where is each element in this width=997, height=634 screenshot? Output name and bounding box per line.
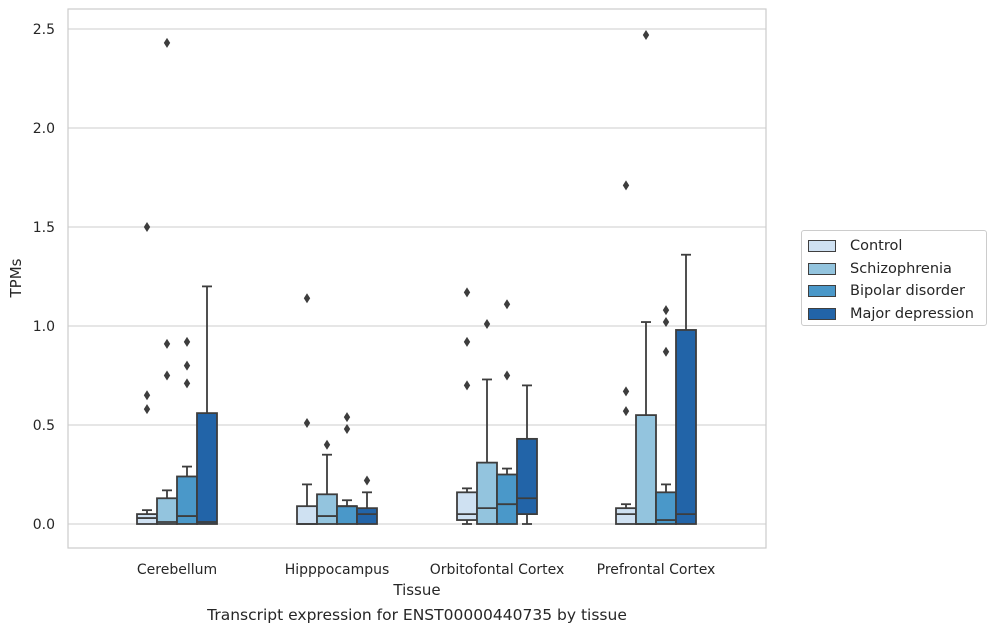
- y-tick-label: 2.0: [33, 121, 55, 137]
- outlier-point: [343, 412, 351, 423]
- outlier-point: [463, 336, 471, 347]
- box-iqr: [336, 505, 358, 525]
- outlier-point: [323, 439, 331, 450]
- box-iqr: [675, 329, 697, 525]
- outlier-point: [463, 287, 471, 298]
- box-0-2: [456, 287, 478, 525]
- box-0-1: [296, 293, 318, 525]
- box-3-2: [516, 384, 538, 525]
- x-tick-label: Orbitofontal Cortex: [430, 562, 565, 578]
- box-1-3: [635, 29, 657, 525]
- outlier-point: [163, 338, 171, 349]
- box-iqr: [516, 437, 538, 515]
- box-iqr: [356, 507, 378, 525]
- y-tick-label: 1.0: [33, 319, 55, 335]
- box-iqr: [296, 505, 318, 525]
- legend-swatch: [808, 307, 836, 320]
- outlier-point: [503, 299, 511, 310]
- box-iqr: [196, 412, 218, 525]
- y-tick-label: 0.0: [33, 517, 55, 533]
- outlier-point: [183, 360, 191, 371]
- outlier-point: [143, 404, 151, 415]
- y-tick-label: 1.5: [33, 220, 55, 236]
- legend: Control Schizophrenia Bipolar disorder Majo…: [801, 230, 987, 326]
- outlier-point: [662, 317, 670, 328]
- outlier-point: [143, 222, 151, 232]
- outlier-point: [183, 336, 191, 347]
- outlier-point: [163, 37, 171, 48]
- box-0-0: [136, 222, 158, 525]
- x-tick-label: Prefrontal Cortex: [597, 562, 716, 578]
- x-tick-label: Hipppocampus: [285, 562, 390, 578]
- legend-swatch: [808, 240, 836, 252]
- legend-item: Major depression: [808, 304, 974, 324]
- box-iqr: [476, 461, 498, 525]
- plot-frame: [67, 8, 767, 549]
- box-0-3: [615, 180, 637, 525]
- box-1-2: [476, 319, 498, 525]
- box-2-3: [655, 305, 677, 525]
- box-3-1: [356, 475, 378, 525]
- outlier-point: [662, 346, 670, 357]
- outlier-point: [622, 406, 630, 417]
- outlier-point: [463, 380, 471, 391]
- outlier-point: [622, 180, 630, 191]
- outlier-point: [303, 293, 311, 304]
- legend-label: Major depression: [850, 305, 974, 322]
- y-tick-label: 0.5: [33, 418, 55, 434]
- outlier-point: [163, 370, 171, 381]
- legend-swatch: [808, 262, 836, 275]
- outlier-point: [183, 378, 191, 389]
- outlier-point: [343, 423, 351, 434]
- outlier-point: [143, 390, 151, 401]
- box-2-0: [176, 336, 198, 525]
- box-plot-area: [136, 29, 697, 525]
- y-tick-label: 2.5: [33, 22, 55, 38]
- box-1-0: [156, 37, 178, 525]
- x-tick-label: Cerebellum: [137, 562, 217, 578]
- box-3-3: [675, 253, 697, 525]
- legend-label: Schizophrenia: [850, 260, 952, 277]
- legend-label: Bipolar disorder: [850, 283, 965, 299]
- outlier-point: [503, 370, 511, 381]
- outlier-point: [642, 29, 650, 40]
- legend-swatch: [808, 285, 836, 297]
- box-iqr: [615, 507, 637, 525]
- outlier-point: [363, 475, 371, 486]
- box-1-1: [316, 439, 338, 525]
- legend-label: Control: [850, 238, 903, 254]
- box-iqr: [136, 513, 158, 525]
- outlier-point: [622, 386, 630, 397]
- grid-lines: [68, 28, 766, 525]
- outlier-point: [483, 319, 491, 330]
- box-iqr: [496, 473, 518, 525]
- figure-caption: Transcript expression for ENST0000044073…: [207, 606, 627, 624]
- box-iqr: [635, 414, 657, 525]
- box-2-1: [336, 412, 358, 525]
- outlier-point: [303, 418, 311, 429]
- box-2-2: [496, 299, 518, 525]
- legend-item: Schizophrenia: [808, 259, 952, 279]
- box-iqr: [316, 493, 338, 525]
- outlier-point: [662, 305, 670, 316]
- tick-labels: 0.0 0.5 1.0 1.5 2.0 2.5 Cerebellum Hipppocampus…: [33, 22, 716, 578]
- legend-item: Control: [808, 236, 902, 256]
- box-iqr: [456, 491, 478, 521]
- box-3-0: [196, 285, 218, 525]
- legend-item: Bipolar disorder: [808, 281, 965, 301]
- x-axis-label: Tissue: [392, 581, 440, 599]
- box-iqr: [156, 497, 178, 525]
- y-axis-label: TPMs: [7, 258, 25, 298]
